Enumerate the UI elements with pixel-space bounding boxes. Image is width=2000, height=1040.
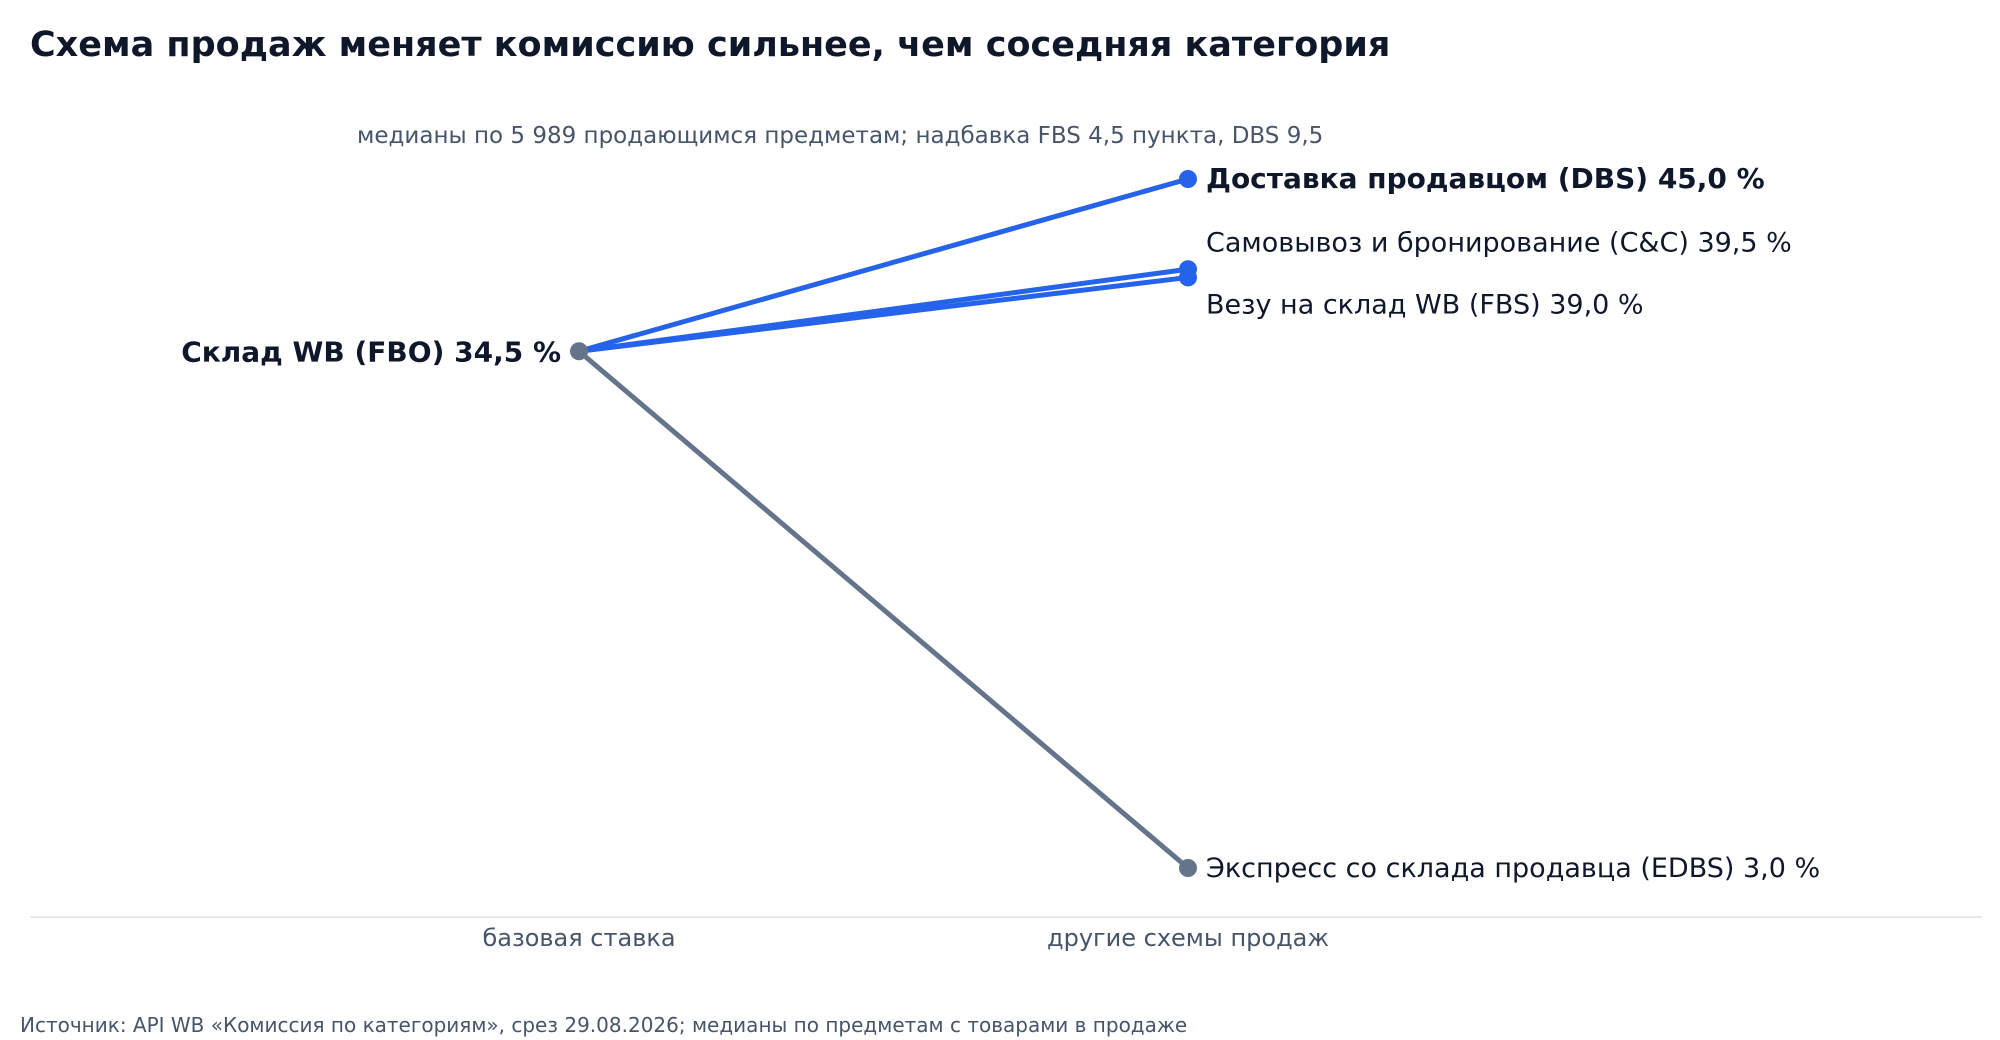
base-label: Склад WB (FBO) 34,5 % (181, 335, 561, 368)
series-label-1: Доставка продавцом (DBS) 45,0 % (1206, 162, 1765, 195)
x-tick-label-base: базовая ставка (482, 924, 675, 952)
series-label-2: Самовывоз и бронирование (C&C) 39,5 % (1206, 227, 1792, 258)
slope-lines (576, 176, 1191, 871)
series-label-4: Экспресс со склада продавца (EDBS) 3,0 % (1206, 853, 1820, 884)
base-point (570, 342, 588, 361)
series-label-3: Везу на склад WB (FBS) 39,0 % (1206, 289, 1644, 320)
chart-subtitle: медианы по 5 989 продающимся предметам; … (357, 123, 1323, 149)
slope-line-3 (576, 274, 1191, 354)
chart-title: Схема продаж меняет комиссию сильнее, че… (30, 25, 1390, 65)
slope-point-1 (1179, 170, 1197, 188)
slope-point-3 (1179, 268, 1197, 287)
slope-points (570, 170, 1197, 877)
slope-labels: Доставка продавцом (DBS) 45,0 % Самовывоз… (181, 162, 1820, 884)
slope-line-4 (576, 348, 1191, 871)
slope-point-4 (1179, 859, 1197, 877)
slope-line-1 (576, 176, 1191, 354)
source-note: Источник: API WB «Комиссия по категориям… (20, 1013, 1187, 1037)
x-tick-label-other: другие схемы продаж (1047, 924, 1329, 952)
